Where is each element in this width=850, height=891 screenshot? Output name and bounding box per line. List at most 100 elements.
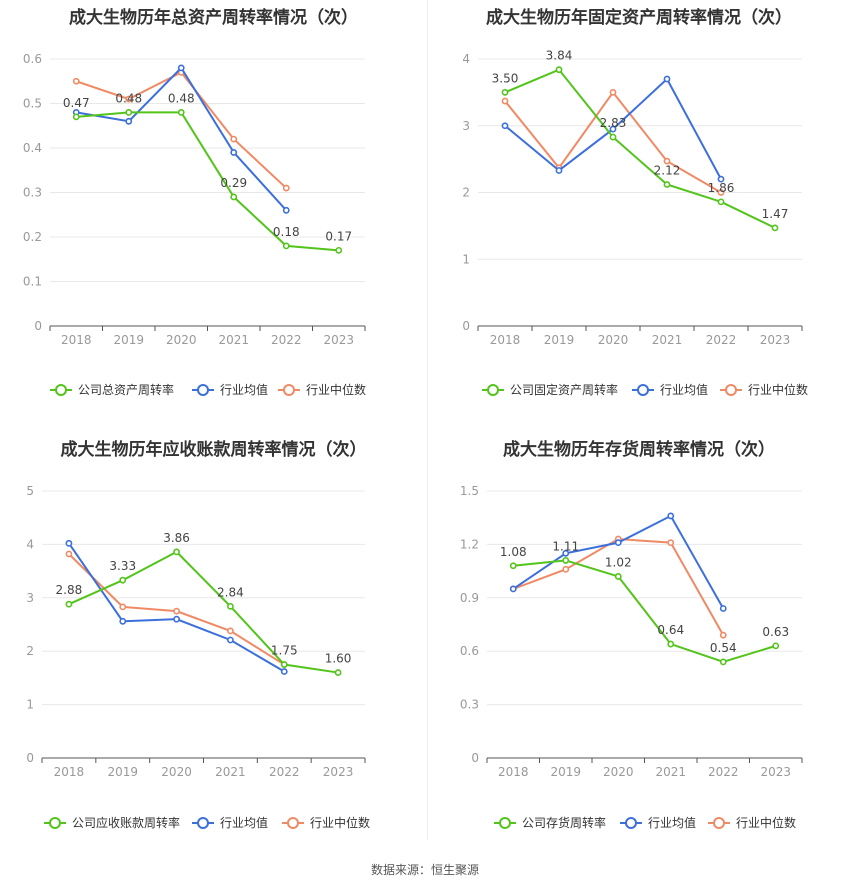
data-label: 3.84: [546, 49, 573, 63]
x-tick-label: 2023: [323, 333, 354, 347]
x-tick-label: 2021: [652, 333, 683, 347]
chart-title: 成大生物历年存货周转率情况（次）: [503, 440, 775, 460]
data-label: 1.60: [325, 652, 352, 666]
data-label: 0.48: [115, 91, 142, 105]
data-label: 1.75: [271, 644, 298, 658]
data-point-avg: [614, 539, 622, 547]
data-point-avg: [667, 512, 675, 520]
y-tick-label: 2: [26, 644, 34, 658]
data-point-avg: [227, 636, 234, 644]
x-tick-label: 2018: [61, 333, 92, 347]
data-label: 0.48: [168, 91, 195, 105]
data-label: 0.17: [325, 229, 352, 243]
data-point-median: [663, 157, 671, 165]
legend-label: 行业均值: [220, 382, 268, 397]
x-tick-label: 2022: [706, 333, 737, 347]
data-label: 2.84: [217, 585, 244, 599]
line-chart: 0 0.1 0.2 0.3 0.4 0.5 0.6 2018 2019 2020 2021 2022 2…: [23, 52, 366, 397]
data-point-company: [609, 133, 617, 141]
data-point-median: [119, 603, 127, 611]
series-line-company: [68, 550, 339, 674]
data-point-company: [501, 88, 509, 96]
data-point-company: [230, 193, 238, 201]
data-point-avg: [173, 615, 180, 623]
data-label: 2.12: [654, 163, 681, 177]
legend-label: 行业均值: [660, 382, 708, 397]
x-tick-label: 2023: [760, 333, 791, 347]
data-point-avg: [609, 125, 617, 133]
data-label: 0.47: [63, 96, 90, 110]
data-label: 0.64: [657, 623, 684, 637]
x-tick-label: 2019: [107, 765, 138, 779]
y-tick-label: 1: [462, 252, 470, 266]
data-label: 1.02: [605, 555, 632, 569]
x-tick-label: 2023: [760, 765, 791, 779]
y-tick-label: 2: [462, 186, 470, 200]
y-tick-label: 0.2: [23, 230, 42, 244]
line-chart: 0 1 2 3 4 2018 2019 2020 2021 2022 2023 3.50 3.84 2.8…: [462, 49, 808, 397]
data-point-avg: [280, 668, 288, 675]
data-point-median: [609, 88, 617, 96]
data-label: 0.54: [710, 641, 737, 655]
data-point-avg: [65, 539, 73, 547]
y-tick-label: 1.5: [460, 484, 479, 498]
legend-label: 公司存货周转率: [522, 815, 606, 830]
y-tick-label: 0: [26, 751, 34, 765]
chart-panel-fixed-asset-turnover: 成大生物历年固定资产周转率情况（次） 0 1 2 3 4 2018 2019 2020 2021…: [428, 0, 850, 420]
series-line-company: [76, 111, 339, 252]
series-line-avg: [68, 542, 285, 673]
chart-title: 成大生物历年固定资产周转率情况（次）: [486, 8, 792, 28]
legend-label: 行业中位数: [736, 815, 796, 830]
series-line-company: [504, 68, 776, 229]
data-point-avg: [719, 605, 727, 612]
x-tick-label: 2020: [161, 765, 192, 779]
y-tick-label: 3: [462, 119, 470, 133]
legend-marker-icon: [287, 817, 299, 829]
legend-marker-icon: [197, 384, 209, 396]
x-tick-label: 2021: [655, 765, 686, 779]
data-point-avg: [717, 175, 725, 183]
y-tick-label: 1: [26, 698, 34, 712]
data-point-median: [667, 539, 675, 547]
data-label: 3.50: [492, 71, 519, 85]
data-point-company: [562, 557, 570, 564]
data-point-avg: [125, 117, 133, 125]
x-tick-label: 2019: [550, 765, 581, 779]
legend-item-company: 公司应收账款周转率: [44, 815, 180, 830]
data-point-median: [125, 95, 133, 103]
legend-item-median: 行业中位数: [720, 382, 808, 397]
legend-item-company: 公司固定资产周转率: [482, 382, 618, 397]
y-tick-label: 4: [462, 52, 470, 66]
data-point-avg: [119, 617, 127, 625]
legend-marker-icon: [197, 817, 209, 829]
legend-marker-icon: [637, 384, 649, 396]
x-tick-label: 2020: [598, 333, 629, 347]
data-point-company: [555, 66, 563, 74]
series-line-median: [504, 90, 722, 194]
data-point-company: [334, 669, 342, 676]
y-tick-label: 0.3: [460, 698, 479, 712]
data-point-company: [509, 562, 517, 570]
data-point-company: [667, 640, 675, 648]
data-point-company: [719, 658, 727, 666]
data-point-median: [501, 97, 509, 105]
data-point-company: [772, 642, 780, 650]
y-tick-label: 0.4: [23, 141, 42, 155]
x-tick-label: 2022: [708, 765, 739, 779]
data-point-median: [173, 607, 180, 615]
data-point-avg: [501, 122, 509, 130]
series-line-median: [75, 71, 287, 189]
legend-label: 公司应收账款周转率: [72, 815, 180, 830]
data-point-median: [562, 565, 570, 573]
data-point-avg: [562, 549, 570, 557]
data-label: 2.83: [600, 116, 627, 130]
x-tick-label: 2018: [498, 765, 529, 779]
x-tick-label: 2023: [323, 765, 354, 779]
data-point-company: [65, 600, 73, 608]
data-label: 3.33: [109, 559, 136, 573]
y-tick-label: 0.6: [460, 644, 479, 658]
legend-item-median: 行业中位数: [278, 382, 366, 397]
y-tick-label: 0.5: [23, 97, 42, 111]
legend-item-avg: 行业均值: [192, 815, 268, 830]
data-point-avg: [555, 167, 563, 174]
